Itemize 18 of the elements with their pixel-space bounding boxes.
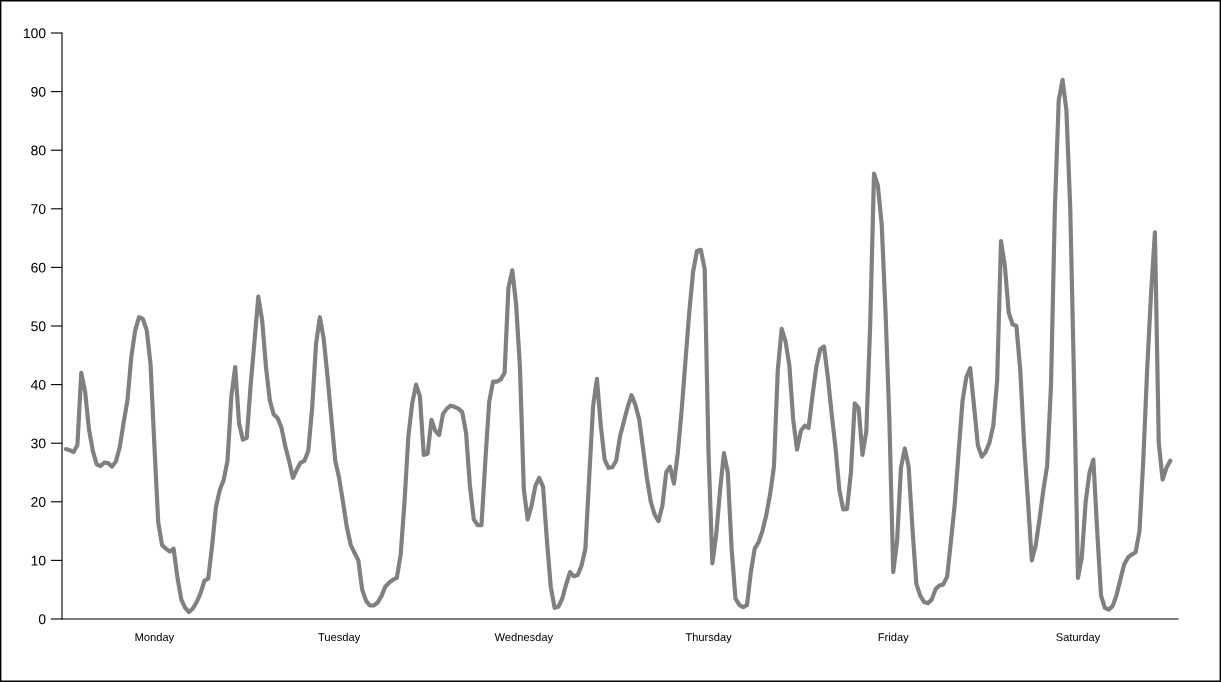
x-tick-label: Thursday [685,632,732,644]
y-tick-label: 10 [31,555,46,566]
y-tick-label: 70 [31,204,46,214]
y-tick-label: 50 [31,321,46,332]
x-tick-label: Friday [878,632,909,644]
y-tick-label: 40 [30,379,46,390]
x-tick-label: Monday [135,632,175,644]
y-tick-label: 0 [38,614,46,625]
y-tick-label: 80 [31,145,46,156]
y-tick-label: 100 [23,28,46,39]
y-tick-label: 90 [31,86,46,97]
y-tick-label: 20 [31,497,46,507]
x-tick-label: Tuesday [318,632,361,644]
y-tick-label: 60 [31,262,46,273]
x-tick-label: Saturday [1056,632,1101,644]
y-tick-label: 30 [31,438,46,449]
x-tick-label: Wednesday [494,632,554,644]
line-series [63,77,1173,615]
